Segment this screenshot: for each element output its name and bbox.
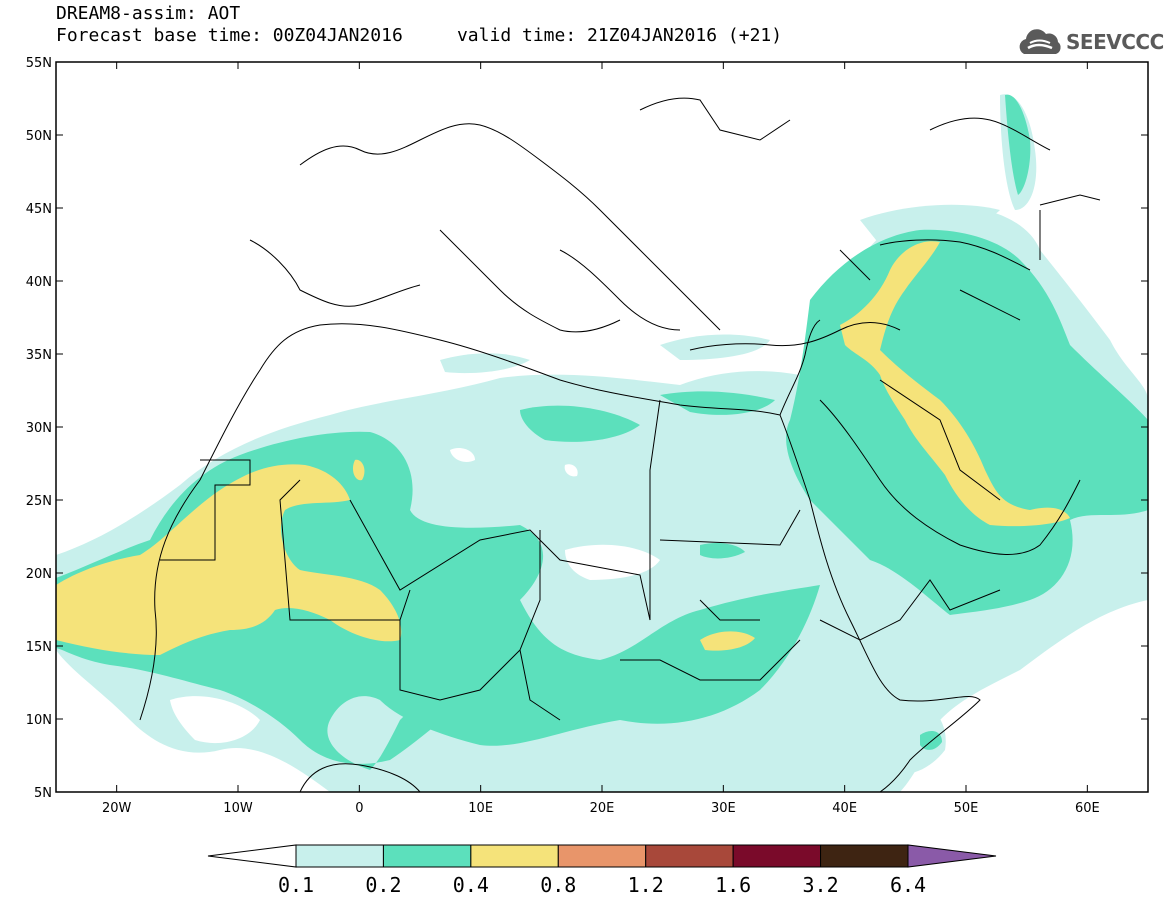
lon-tick-label: 20W bbox=[102, 801, 132, 816]
colorbar-label: 0.1 bbox=[278, 873, 314, 897]
colorbar-label: 0.4 bbox=[453, 873, 489, 897]
lon-tick-label: 60E bbox=[1075, 801, 1100, 816]
aot-clear-areas bbox=[170, 448, 660, 744]
lat-tick-label: 20N bbox=[26, 567, 52, 582]
lat-tick-label: 50N bbox=[26, 129, 52, 144]
colorbar-segment bbox=[557, 844, 647, 868]
coastlines-and-borders bbox=[139, 97, 1101, 792]
colorbar-segment bbox=[820, 844, 909, 868]
latitude-axis: 55N 50N 45N 40N 35N 30N 25N 20N 15N 10N 5N bbox=[26, 56, 1148, 801]
colorbar-segment bbox=[732, 844, 822, 868]
lon-tick-label: 0 bbox=[355, 801, 363, 816]
lon-tick-label: 10E bbox=[468, 801, 493, 816]
colorbar-upper-arrow bbox=[907, 844, 997, 868]
colorbar-segment bbox=[645, 844, 734, 868]
colorbar-segment bbox=[295, 844, 384, 868]
cloud-icon bbox=[1019, 29, 1061, 54]
lat-tick-label: 35N bbox=[26, 348, 52, 363]
colorbar-segment bbox=[470, 844, 559, 868]
lat-tick-label: 30N bbox=[26, 421, 52, 436]
lon-tick-label: 50E bbox=[954, 801, 979, 816]
lat-tick-label: 55N bbox=[26, 56, 52, 71]
colorbar-segment bbox=[382, 844, 472, 868]
lon-tick-label: 40E bbox=[832, 801, 857, 816]
lon-tick-label: 20E bbox=[590, 801, 615, 816]
lon-tick-label: 30E bbox=[711, 801, 736, 816]
map-title: DREAM8-assim: AOT bbox=[56, 3, 241, 24]
colorbar-label: 0.8 bbox=[540, 873, 576, 897]
colorbar-label: 6.4 bbox=[890, 873, 926, 897]
colorbar-label: 1.2 bbox=[628, 873, 664, 897]
colorbar: 0.1 0.2 0.4 0.8 1.2 1.6 3.2 6.4 bbox=[207, 844, 997, 897]
lat-tick-label: 25N bbox=[26, 494, 52, 509]
logo-text: SEEVCCC bbox=[1066, 30, 1164, 54]
colorbar-label: 0.2 bbox=[365, 873, 401, 897]
colorbar-label: 1.6 bbox=[715, 873, 751, 897]
longitude-axis: 20W 10W 0 10E 20E 30E 40E 50E 60E bbox=[102, 62, 1100, 816]
lon-tick-label: 10W bbox=[223, 801, 253, 816]
lat-tick-label: 10N bbox=[26, 713, 52, 728]
aot-contours bbox=[56, 94, 1148, 792]
colorbar-lower-arrow bbox=[207, 844, 297, 868]
lat-tick-label: 40N bbox=[26, 275, 52, 290]
colorbar-label: 3.2 bbox=[803, 873, 839, 897]
lat-tick-label: 5N bbox=[34, 786, 52, 801]
seevccc-logo: SEEVCCC bbox=[1016, 24, 1164, 60]
lat-tick-label: 45N bbox=[26, 202, 52, 217]
lat-tick-label: 15N bbox=[26, 640, 52, 655]
forecast-time-line: Forecast base time: 00Z04JAN2016 valid t… bbox=[56, 25, 783, 46]
